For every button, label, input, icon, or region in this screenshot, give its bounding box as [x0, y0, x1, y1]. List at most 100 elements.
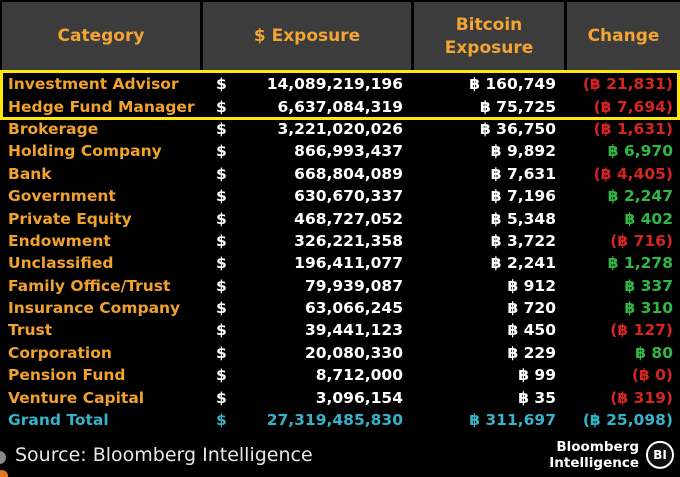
table-row: Family Office/Trust $ 79,939,087 ฿ 912 ฿… [0, 275, 680, 297]
usd-exposure-cell: 3,221,020,026 [277, 119, 403, 138]
brand-line1: Bloomberg [556, 438, 639, 455]
bloomberg-intelligence-logo: Bloomberg Intelligence BI [549, 439, 674, 471]
category-cell: Brokerage [8, 119, 99, 138]
usd-exposure-cell: 326,221,358 [294, 231, 403, 250]
change-cell: ฿ 6,970 [607, 142, 673, 161]
category-cell: Corporation [8, 343, 112, 362]
category-cell: Private Equity [8, 209, 132, 228]
btc-exposure-cell: ฿ 3,722 [490, 231, 556, 250]
table-row: Unclassified $ 196,411,077 ฿ 2,241 ฿ 1,2… [0, 252, 680, 274]
currency-sign-cell: $ [216, 299, 227, 318]
currency-sign-cell: $ [216, 276, 227, 295]
btc-exposure-cell: ฿ 2,241 [490, 254, 556, 273]
change-cell: ฿ 310 [624, 299, 673, 318]
change-cell: ฿ 2,247 [607, 187, 673, 206]
currency-sign-cell: $ [216, 321, 227, 340]
category-cell: Investment Advisor [8, 75, 179, 94]
table-row: Insurance Company $ 63,066,245 ฿ 720 ฿ 3… [0, 297, 680, 319]
btc-exposure-cell: ฿ 912 [507, 276, 556, 295]
usd-exposure-cell: 668,804,089 [294, 164, 403, 183]
change-cell: (฿ 716) [610, 231, 673, 250]
btc-exposure-cell: ฿ 7,196 [490, 187, 556, 206]
category-cell: Unclassified [8, 254, 114, 273]
btc-exposure-cell: ฿ 9,892 [490, 142, 556, 161]
change-cell: (฿ 0) [631, 366, 673, 385]
usd-exposure-cell: 468,727,052 [294, 209, 403, 228]
change-cell: ฿ 80 [635, 343, 673, 362]
currency-sign-cell: $ [216, 119, 227, 138]
change-cell: (฿ 4,405) [593, 164, 673, 183]
usd-exposure-cell: 866,993,437 [294, 142, 403, 161]
change-cell: ฿ 402 [624, 209, 673, 228]
category-cell: Family Office/Trust [8, 276, 171, 295]
currency-sign-cell: $ [216, 411, 227, 430]
category-cell: Venture Capital [8, 388, 145, 407]
btc-exposure-cell: ฿ 311,697 [469, 411, 556, 430]
currency-sign-cell: $ [216, 231, 227, 250]
category-cell: Bank [8, 164, 52, 183]
usd-exposure-cell: 196,411,077 [294, 254, 403, 273]
table-row: Brokerage $ 3,221,020,026 ฿ 36,750 (฿ 1,… [0, 118, 680, 140]
bullet-icon [0, 451, 6, 464]
table-body: Investment Advisor $ 14,089,219,196 ฿ 16… [0, 73, 680, 431]
bi-badge-icon: BI [646, 441, 674, 469]
table-row: Endowment $ 326,221,358 ฿ 3,722 (฿ 716) [0, 230, 680, 252]
change-cell: ฿ 1,278 [607, 254, 673, 273]
corner-dot-decoration [0, 470, 8, 477]
currency-sign-cell: $ [216, 187, 227, 206]
usd-exposure-cell: 6,637,084,319 [277, 97, 403, 116]
usd-exposure-cell: 630,670,337 [294, 187, 403, 206]
table-row: Pension Fund $ 8,712,000 ฿ 99 (฿ 0) [0, 364, 680, 386]
usd-exposure-cell: 14,089,219,196 [266, 75, 403, 94]
currency-sign-cell: $ [216, 209, 227, 228]
usd-exposure-cell: 39,441,123 [304, 321, 403, 340]
change-cell: (฿ 127) [610, 321, 673, 340]
category-cell: Holding Company [8, 142, 162, 161]
column-header-bitcoin-exposure: Bitcoin Exposure [414, 2, 567, 71]
category-cell: Grand Total [8, 411, 109, 430]
table-row: Private Equity $ 468,727,052 ฿ 5,348 ฿ 4… [0, 207, 680, 229]
brand-line2: Intelligence [549, 455, 639, 471]
btc-exposure-cell: ฿ 75,725 [480, 97, 556, 116]
btc-exposure-cell: ฿ 450 [507, 321, 556, 340]
category-cell: Government [8, 187, 116, 206]
btc-exposure-cell: ฿ 36,750 [480, 119, 556, 138]
currency-sign-cell: $ [216, 75, 227, 94]
table-row: Investment Advisor $ 14,089,219,196 ฿ 16… [0, 73, 680, 95]
source-label: Source: Bloomberg Intelligence [15, 444, 313, 466]
column-header-category: Category [0, 2, 203, 71]
table-row: Corporation $ 20,080,330 ฿ 229 ฿ 80 [0, 342, 680, 364]
btc-exposure-cell: ฿ 99 [518, 366, 556, 385]
change-cell: (฿ 7,694) [593, 97, 673, 116]
category-cell: Trust [8, 321, 53, 340]
change-cell: (฿ 25,098) [582, 411, 673, 430]
btc-exposure-cell: ฿ 35 [518, 388, 556, 407]
category-cell: Pension Fund [8, 366, 126, 385]
btc-exposure-cell: ฿ 229 [507, 343, 556, 362]
usd-exposure-cell: 63,066,245 [304, 299, 403, 318]
btc-exposure-cell: ฿ 720 [507, 299, 556, 318]
change-cell: (฿ 1,631) [593, 119, 673, 138]
btc-exposure-cell: ฿ 160,749 [469, 75, 556, 94]
usd-exposure-cell: 8,712,000 [315, 366, 403, 385]
usd-exposure-cell: 27,319,485,830 [266, 411, 403, 430]
change-cell: (฿ 21,831) [582, 75, 673, 94]
brand-text: Bloomberg Intelligence [549, 439, 639, 471]
btc-exposure-cell: ฿ 7,631 [490, 164, 556, 183]
table-row: Venture Capital $ 3,096,154 ฿ 35 (฿ 319) [0, 386, 680, 408]
table-row: Trust $ 39,441,123 ฿ 450 (฿ 127) [0, 319, 680, 341]
category-cell: Hedge Fund Manager [8, 97, 195, 116]
table-row: Holding Company $ 866,993,437 ฿ 9,892 ฿ … [0, 140, 680, 162]
usd-exposure-cell: 3,096,154 [315, 388, 403, 407]
btc-exposure-cell: ฿ 5,348 [490, 209, 556, 228]
usd-exposure-cell: 20,080,330 [304, 343, 403, 362]
table-row: Hedge Fund Manager $ 6,637,084,319 ฿ 75,… [0, 95, 680, 117]
category-cell: Endowment [8, 231, 111, 250]
table-row: Government $ 630,670,337 ฿ 7,196 ฿ 2,247 [0, 185, 680, 207]
currency-sign-cell: $ [216, 97, 227, 116]
category-cell: Insurance Company [8, 299, 181, 318]
column-header-change: Change [567, 2, 680, 71]
currency-sign-cell: $ [216, 343, 227, 362]
change-cell: ฿ 337 [624, 276, 673, 295]
